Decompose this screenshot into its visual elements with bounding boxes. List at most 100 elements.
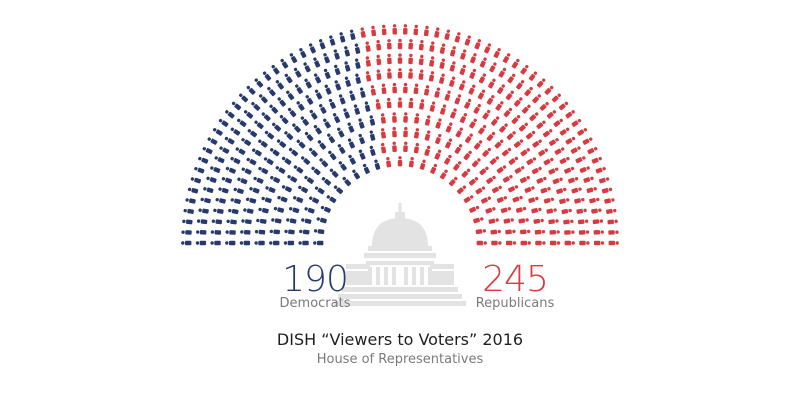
- republican-seat: [526, 157, 537, 166]
- republican-seat: [589, 197, 600, 204]
- democrat-seat: [323, 68, 331, 79]
- republican-seat: [485, 207, 496, 214]
- democrat-seat: [308, 43, 316, 54]
- democrats-seat-count: 190: [282, 259, 349, 300]
- republican-seat: [418, 39, 424, 51]
- republican-seat: [495, 101, 504, 111]
- democrat-seat: [225, 230, 236, 235]
- republican-seat: [434, 27, 440, 38]
- democrat-seat: [344, 61, 351, 72]
- democrat-seat: [247, 129, 258, 138]
- republican-seat: [408, 39, 413, 50]
- republican-seat: [376, 54, 382, 66]
- republican-seat: [518, 122, 528, 132]
- democrat-seat: [279, 115, 289, 125]
- republican-seat: [429, 56, 435, 67]
- democrat-seat: [243, 208, 254, 214]
- republican-seat: [454, 94, 462, 105]
- democrat-seat: [358, 118, 365, 129]
- republican-seat: [380, 113, 386, 124]
- democrat-seat: [354, 43, 361, 54]
- republican-seat: [486, 95, 495, 105]
- democrat-seat: [241, 219, 252, 225]
- republican-seat: [531, 166, 542, 175]
- democrat-seat: [293, 67, 302, 78]
- democrat-seat: [210, 240, 221, 246]
- republican-seat: [403, 24, 408, 35]
- republican-seat: [460, 49, 467, 60]
- democrat-seat: [323, 118, 331, 129]
- democrat-seat: [343, 108, 350, 119]
- democrat-seat: [349, 90, 356, 101]
- republican-seat: [496, 165, 507, 174]
- democrat-seat: [212, 128, 223, 136]
- republican-seat: [435, 118, 442, 129]
- democrat-seat: [320, 205, 331, 213]
- republican-seat: [593, 230, 604, 235]
- republican-seat: [475, 229, 487, 235]
- capitol-building-icon: [334, 203, 466, 306]
- republican-seat: [464, 133, 473, 144]
- republican-seat: [571, 118, 582, 127]
- democrat-seat: [221, 177, 233, 184]
- republican-seat: [515, 206, 527, 213]
- democrat-seat: [256, 218, 267, 224]
- democrat-seat: [324, 84, 332, 95]
- republican-seat: [430, 163, 438, 174]
- republican-seat: [559, 127, 570, 136]
- republican-seat: [575, 156, 586, 164]
- democrat-seat: [280, 58, 289, 69]
- republican-seat: [564, 230, 575, 235]
- republican-seat: [554, 147, 565, 155]
- republican-seat: [445, 138, 453, 149]
- democrat-seat: [313, 73, 322, 84]
- republican-seat: [548, 138, 559, 146]
- democrat-seat: [305, 95, 314, 105]
- republican-seat: [583, 176, 594, 183]
- democrat-seat: [206, 176, 217, 183]
- democrat-seat: [181, 230, 192, 235]
- democrat-seat: [339, 32, 346, 43]
- republican-seat: [482, 147, 491, 157]
- democrat-seat: [196, 219, 208, 225]
- republican-seat: [598, 177, 610, 184]
- republican-seat: [480, 196, 491, 204]
- democrat-seat: [348, 154, 356, 165]
- republican-seat: [424, 145, 431, 156]
- democrat-seat: [275, 166, 286, 174]
- republican-seat: [486, 175, 496, 184]
- republican-seat: [473, 217, 484, 224]
- republican-seat: [591, 208, 602, 214]
- republican-seat: [464, 98, 472, 109]
- democrats-label: Democrats: [279, 296, 351, 311]
- democrat-seat: [298, 240, 309, 246]
- republican-seat: [551, 93, 561, 103]
- republican-seat: [506, 131, 516, 141]
- democrat-seat: [271, 218, 282, 224]
- republican-seat: [381, 83, 387, 95]
- democrat-seat: [317, 140, 327, 150]
- democrat-seat: [246, 157, 257, 166]
- democrat-seat: [326, 195, 337, 204]
- republican-seat: [392, 24, 397, 35]
- democrat-seat: [329, 35, 336, 46]
- democrat-seat: [311, 166, 321, 176]
- democrat-seat: [262, 71, 272, 81]
- republican-seat: [520, 240, 531, 246]
- republican-seat: [488, 218, 499, 224]
- republican-seat: [516, 80, 525, 90]
- democrat-seat: [277, 97, 287, 107]
- republican-seat: [549, 229, 560, 235]
- republican-seat: [479, 166, 489, 176]
- republican-seat: [454, 32, 461, 43]
- democrat-seat: [284, 131, 294, 141]
- democrat-seat: [328, 150, 337, 161]
- republican-seat: [577, 219, 589, 225]
- republican-seat: [397, 38, 403, 50]
- republican-seat: [508, 156, 519, 165]
- republican-seat: [375, 99, 381, 110]
- democrat-seat: [194, 167, 205, 174]
- democrat-seat: [252, 148, 262, 157]
- republican-seat: [532, 139, 542, 148]
- chart-title: DISH “Viewers to Voters” 2016: [276, 330, 524, 349]
